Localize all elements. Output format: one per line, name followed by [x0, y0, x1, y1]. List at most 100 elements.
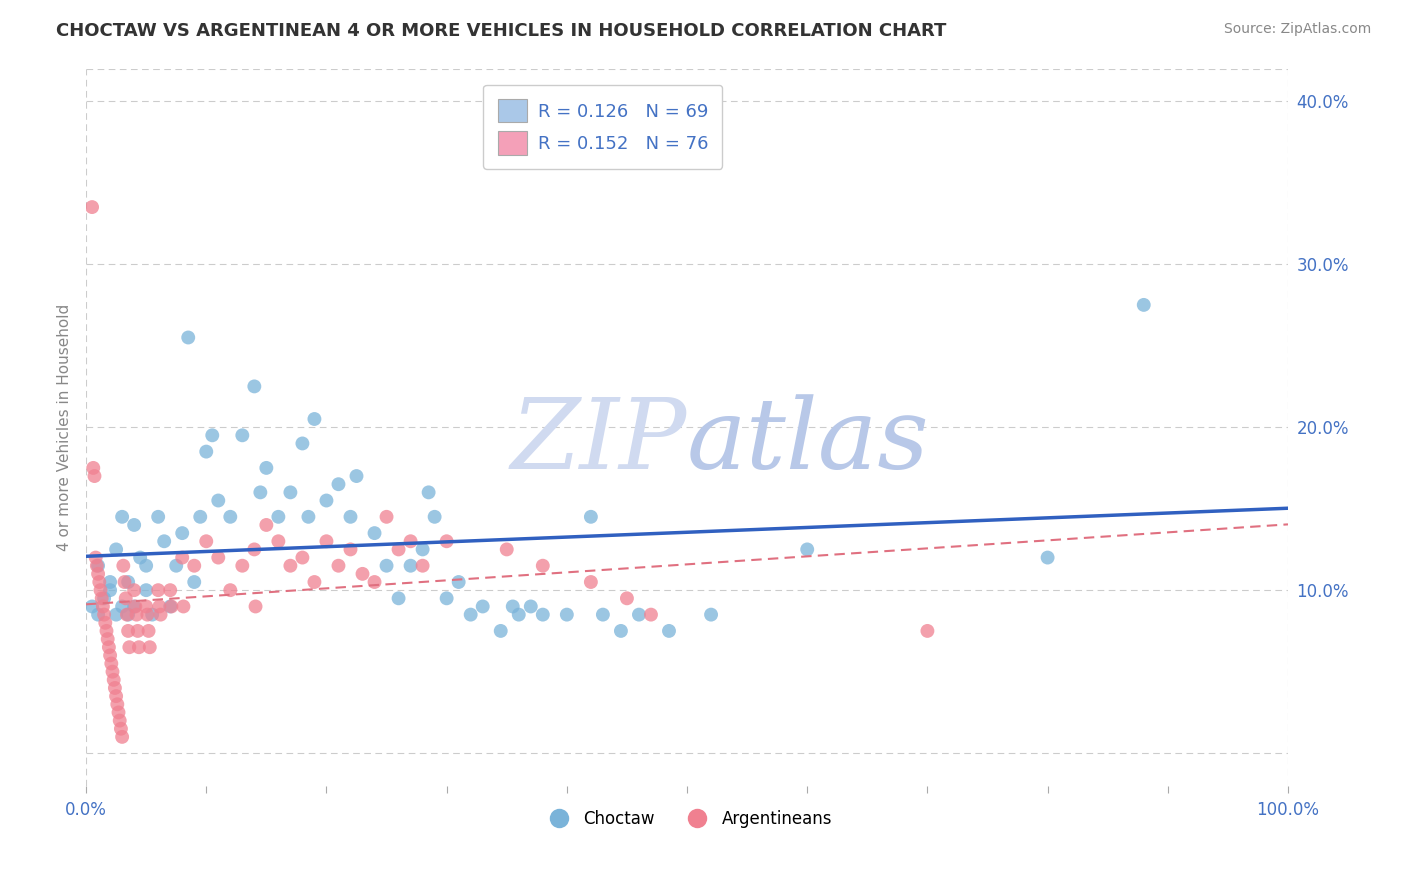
Point — [135, 599, 157, 614]
Point — [136, 607, 159, 622]
Point — [700, 607, 723, 622]
Point — [148, 509, 170, 524]
Point — [304, 574, 326, 589]
Point — [165, 558, 187, 573]
Point — [207, 493, 229, 508]
Point — [315, 493, 337, 508]
Point — [399, 558, 422, 573]
Point — [254, 461, 277, 475]
Point — [97, 640, 120, 655]
Point — [172, 526, 194, 541]
Legend: Choctaw, Argentineans: Choctaw, Argentineans — [536, 804, 839, 835]
Point — [111, 509, 134, 524]
Point — [172, 599, 194, 614]
Point — [115, 607, 138, 622]
Point — [495, 542, 517, 557]
Point — [117, 607, 139, 622]
Point — [412, 542, 434, 557]
Point — [94, 615, 117, 630]
Point — [105, 542, 128, 557]
Point — [375, 558, 398, 573]
Point — [82, 461, 104, 475]
Point — [83, 469, 105, 483]
Point — [110, 722, 132, 736]
Point — [105, 698, 128, 712]
Point — [122, 518, 145, 533]
Point — [304, 412, 326, 426]
Point — [98, 648, 121, 663]
Point — [98, 583, 121, 598]
Point — [328, 558, 350, 573]
Point — [111, 730, 134, 744]
Point — [135, 558, 157, 573]
Point — [153, 534, 176, 549]
Point — [627, 607, 650, 622]
Point — [610, 624, 633, 638]
Point — [339, 542, 361, 557]
Point — [101, 665, 124, 679]
Point — [243, 542, 266, 557]
Point — [328, 477, 350, 491]
Point — [87, 607, 110, 622]
Point — [418, 485, 440, 500]
Point — [412, 558, 434, 573]
Point — [297, 509, 319, 524]
Point — [363, 526, 385, 541]
Point — [280, 558, 302, 573]
Point — [579, 574, 602, 589]
Point — [141, 607, 163, 622]
Point — [129, 550, 152, 565]
Point — [183, 558, 205, 573]
Point — [89, 583, 111, 598]
Point — [118, 640, 141, 655]
Point — [531, 558, 554, 573]
Point — [399, 534, 422, 549]
Point — [387, 591, 409, 606]
Text: CHOCTAW VS ARGENTINEAN 4 OR MORE VEHICLES IN HOUSEHOLD CORRELATION CHART: CHOCTAW VS ARGENTINEAN 4 OR MORE VEHICLE… — [56, 22, 946, 40]
Point — [346, 469, 368, 483]
Point — [447, 574, 470, 589]
Point — [138, 624, 160, 638]
Point — [352, 566, 374, 581]
Point — [122, 583, 145, 598]
Text: ZIP: ZIP — [510, 394, 688, 489]
Point — [339, 509, 361, 524]
Point — [86, 558, 108, 573]
Point — [555, 607, 578, 622]
Point — [423, 509, 446, 524]
Point — [245, 599, 267, 614]
Point — [436, 534, 458, 549]
Point — [520, 599, 543, 614]
Point — [148, 583, 170, 598]
Point — [363, 574, 385, 589]
Point — [231, 428, 253, 442]
Point — [90, 591, 112, 606]
Point — [98, 574, 121, 589]
Point — [502, 599, 524, 614]
Point — [531, 607, 554, 622]
Point — [172, 550, 194, 565]
Point — [195, 444, 218, 458]
Text: Source: ZipAtlas.com: Source: ZipAtlas.com — [1223, 22, 1371, 37]
Point — [112, 558, 135, 573]
Point — [640, 607, 662, 622]
Point — [117, 574, 139, 589]
Point — [387, 542, 409, 557]
Point — [917, 624, 939, 638]
Point — [125, 607, 148, 622]
Point — [315, 534, 337, 549]
Point — [105, 607, 128, 622]
Point — [207, 550, 229, 565]
Point — [148, 599, 170, 614]
Point — [231, 558, 253, 573]
Text: atlas: atlas — [688, 394, 929, 489]
Point — [80, 599, 103, 614]
Point — [96, 624, 118, 638]
Point — [91, 599, 114, 614]
Point — [195, 534, 218, 549]
Point — [114, 591, 136, 606]
Point — [471, 599, 494, 614]
Point — [114, 574, 136, 589]
Point — [93, 591, 115, 606]
Point — [267, 534, 290, 549]
